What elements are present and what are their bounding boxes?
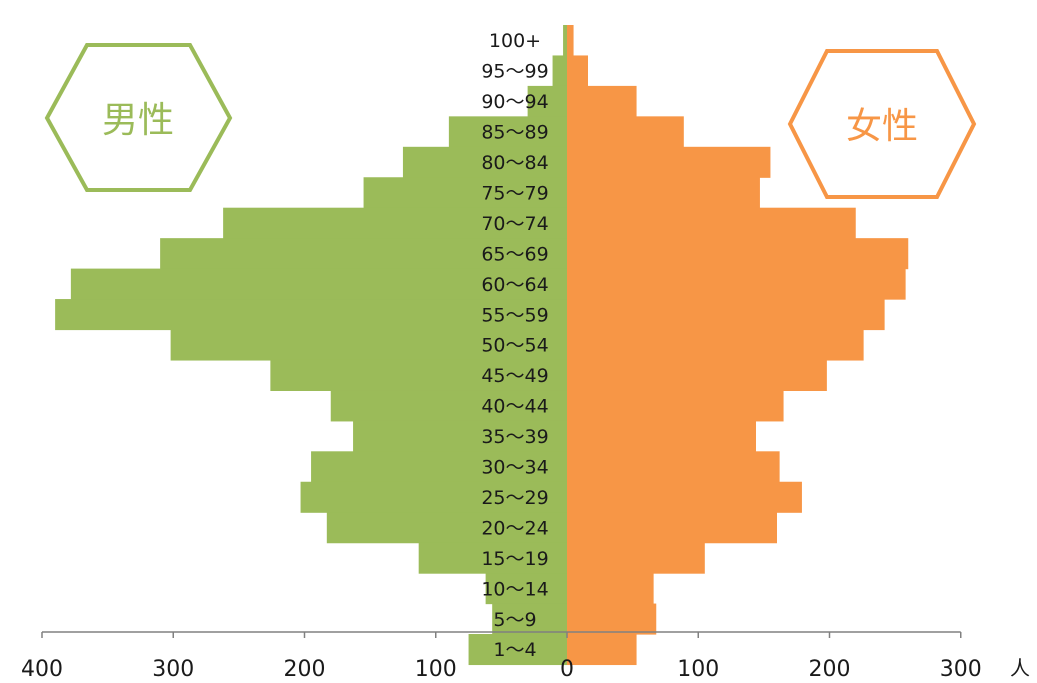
female-bar (567, 207, 856, 239)
age-group-label: 10～14 (481, 578, 548, 600)
x-axis-tick-label: 300 (940, 657, 982, 682)
age-group-label: 20～24 (481, 517, 548, 539)
male-bar (311, 451, 567, 483)
female-bar (567, 238, 909, 270)
female-bar (567, 542, 705, 574)
male-bar (418, 542, 567, 574)
x-axis-tick-label: 200 (809, 657, 851, 682)
age-group-label: 45～49 (481, 365, 548, 387)
male-bar (170, 329, 567, 361)
age-group-label: 35～39 (481, 426, 548, 448)
female-bar (567, 146, 771, 178)
male-bar (223, 207, 567, 239)
x-axis-tick-labels: 400 300 200 100 0 100 200 300 (21, 657, 982, 682)
age-group-label: 85～89 (481, 122, 548, 144)
x-axis-ticks (41, 632, 962, 638)
female-bar (567, 603, 657, 635)
female-bar (567, 116, 684, 148)
male-bar (70, 268, 567, 300)
age-group-label: 70～74 (481, 213, 548, 235)
x-axis-tick-label: 200 (284, 657, 326, 682)
age-group-label: 95～99 (481, 61, 548, 83)
age-group-label: 25～29 (481, 487, 548, 509)
female-bar (567, 329, 864, 361)
age-group-labels: 100+ 95～99 90～94 85～89 80～84 75～79 70～74 65～69 6… (481, 30, 548, 661)
female-bar (567, 573, 654, 605)
male-bars (55, 25, 567, 666)
x-axis-tick-label: 0 (560, 657, 574, 682)
female-bar (567, 359, 827, 391)
age-group-label: 90～94 (481, 91, 548, 113)
age-group-label: 75～79 (481, 182, 548, 204)
male-bar (492, 603, 567, 635)
age-group-label: 30～34 (481, 457, 548, 479)
male-bar (55, 299, 567, 331)
age-group-label: 80～84 (481, 152, 548, 174)
male-bar (527, 85, 567, 117)
female-bars (567, 25, 909, 666)
age-group-label: 100+ (489, 30, 541, 52)
female-badge-label: 女性 (846, 106, 918, 147)
female-bar (567, 25, 574, 57)
female-hexagon-shape (787, 49, 977, 199)
age-group-label: 15～19 (481, 548, 548, 570)
age-group-label: 50～54 (481, 335, 548, 357)
female-bar (567, 481, 802, 513)
x-axis-tick-label: 100 (415, 657, 457, 682)
male-bar (448, 116, 567, 148)
male-bar (402, 146, 567, 178)
male-bar (326, 512, 567, 544)
age-group-label: 40～44 (481, 396, 548, 418)
female-bar (567, 420, 756, 452)
male-badge: 男性 (44, 43, 233, 192)
x-axis-tick-label: 400 (21, 657, 63, 682)
x-axis-tick-label: 100 (677, 657, 719, 682)
male-bar (353, 420, 567, 452)
female-badge: 女性 (787, 49, 977, 199)
female-bar (567, 390, 784, 422)
female-bar (567, 451, 780, 483)
female-bar (567, 55, 588, 87)
male-bar (160, 238, 567, 270)
age-group-label: 1～4 (493, 639, 536, 661)
female-bar (567, 177, 760, 209)
male-bar (468, 634, 567, 666)
x-axis-tick-label: 300 (152, 657, 194, 682)
female-bar (567, 268, 906, 300)
male-bar (563, 25, 567, 57)
male-bar (552, 55, 567, 87)
male-bar (300, 481, 567, 513)
age-group-label: 55～59 (481, 304, 548, 326)
male-badge-label: 男性 (102, 100, 174, 141)
female-bar (567, 299, 885, 331)
female-bar (567, 85, 637, 117)
male-bar (363, 177, 567, 209)
male-bar (485, 573, 567, 605)
x-axis: 400 300 200 100 0 100 200 300 人 (21, 631, 1030, 682)
age-group-label: 65～69 (481, 243, 548, 265)
male-bar (270, 359, 567, 391)
female-bar (567, 512, 777, 544)
male-hexagon-shape (44, 43, 233, 192)
age-group-label: 5～9 (493, 609, 536, 631)
age-group-label: 60～64 (481, 274, 548, 296)
female-bar (567, 634, 637, 666)
male-bar (330, 390, 567, 422)
x-axis-unit-label: 人 (1010, 656, 1030, 680)
